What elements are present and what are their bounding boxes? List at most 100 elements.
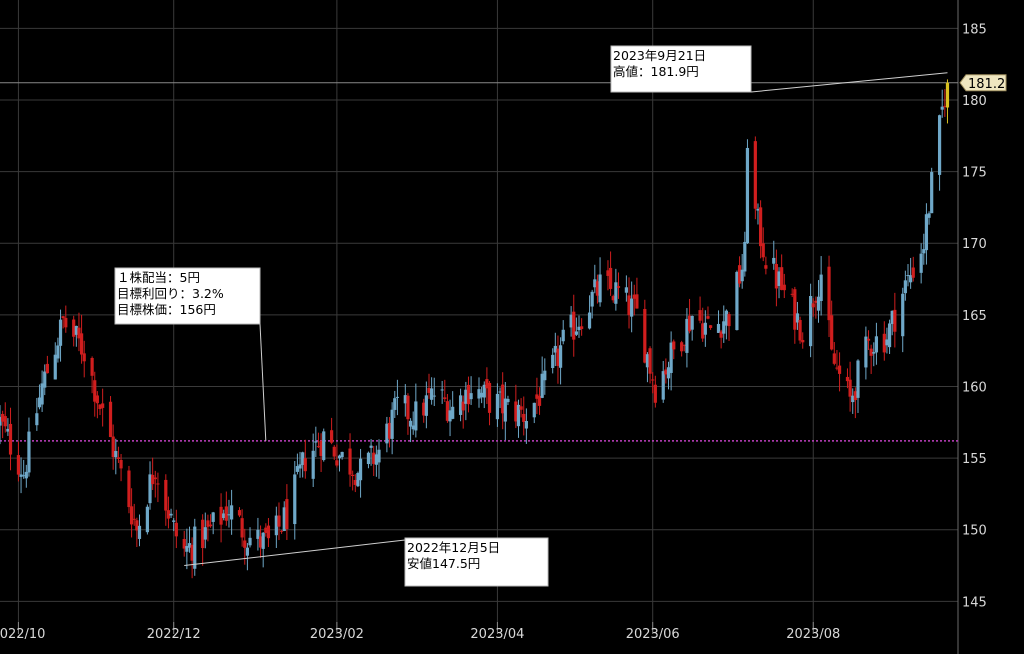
y-tick-label: 160 [962, 380, 987, 395]
annotation-text: 目標利回り：3.2% [117, 286, 224, 301]
candle-body [682, 344, 686, 346]
candle-body [872, 352, 876, 354]
candle-body [632, 294, 636, 299]
candle-body [869, 348, 873, 356]
candle-body [245, 547, 249, 556]
candle-body [40, 383, 44, 405]
candle-body [593, 279, 597, 288]
candle-body [735, 271, 739, 331]
candle-body [119, 459, 123, 469]
candle-body [358, 458, 363, 481]
candle-body [780, 267, 784, 290]
annotation-text: 2023年9月21日 [613, 48, 706, 63]
candle-body [219, 506, 223, 525]
candle-body [666, 367, 671, 379]
candle-body [43, 371, 47, 388]
candle-body [722, 321, 726, 334]
candle-body [827, 266, 831, 321]
candle-body [440, 389, 444, 391]
y-tick-label: 165 [962, 309, 987, 324]
candle-body [264, 527, 268, 533]
candle-body [740, 269, 744, 282]
candle-body [137, 525, 142, 539]
candle-body [153, 477, 157, 480]
x-axis: 2022/10 2022/12 2023/02 2023/04 2023/06 2023/… [0, 627, 840, 642]
candle-body [848, 379, 852, 397]
candle-body [227, 514, 231, 516]
candle-body [890, 310, 894, 325]
candle-body [819, 274, 823, 301]
candle-body [608, 267, 613, 289]
x-tick-label: 2023/02 [310, 627, 364, 642]
candle-body [322, 431, 326, 461]
x-tick-label: 2022/10 [0, 627, 45, 642]
candle-body [503, 398, 507, 422]
candle-body [801, 339, 805, 343]
candle-body [795, 313, 800, 323]
candle-body [356, 473, 360, 487]
candle-body [285, 499, 289, 530]
candle-body [551, 354, 555, 369]
candle-body [185, 546, 189, 552]
candle-body [664, 369, 668, 375]
candle-body [624, 287, 628, 293]
candle-body [553, 345, 557, 353]
candle-body [58, 319, 63, 346]
candle-body [909, 275, 913, 283]
candle-body [164, 479, 168, 511]
candle-body [274, 515, 278, 536]
candle-body [477, 389, 481, 399]
candle-body [72, 319, 76, 337]
annotation-text: 2022年12月5日 [407, 540, 500, 555]
annotation-text: 安値147.5円 [407, 556, 480, 571]
candle-body [293, 474, 297, 525]
candle-body [372, 452, 376, 464]
annotation-box-target [114, 267, 261, 325]
candle-body [314, 441, 318, 443]
candle-body [580, 326, 584, 329]
x-tick-label: 2022/12 [147, 627, 201, 642]
annotation-leader [259, 323, 267, 441]
annotation-leader [184, 539, 406, 567]
candle-body [193, 526, 197, 569]
candle-body [172, 520, 176, 522]
candle-body [61, 316, 65, 319]
candle-body [540, 373, 544, 398]
candle-body [387, 422, 392, 439]
candle-body [127, 470, 131, 508]
candle-body [764, 265, 768, 269]
candle-body [519, 406, 523, 410]
x-tick-label: 2023/08 [786, 627, 840, 642]
candle-body [469, 393, 473, 400]
candle-body [224, 506, 228, 521]
candle-body [885, 339, 889, 346]
candle-body [756, 208, 760, 211]
candle-body [495, 393, 500, 420]
candle-body [298, 464, 302, 469]
y-tick-label: 145 [962, 595, 987, 610]
annotation-text: 高値：181.9円 [613, 64, 699, 79]
candle-body [114, 450, 118, 458]
candle-body [301, 452, 305, 465]
candle-body [516, 404, 521, 427]
candle-body [487, 382, 492, 413]
candle-body [332, 446, 336, 457]
candle-body [945, 82, 950, 108]
candle-body [408, 420, 413, 427]
candle-body [385, 423, 389, 444]
candle-body [901, 293, 905, 337]
candle-body [445, 401, 450, 421]
candle-body [577, 326, 581, 331]
candle-body [211, 512, 215, 522]
candle-body [816, 296, 821, 311]
candle-body [866, 338, 871, 341]
candle-body [190, 544, 194, 561]
x-tick-label: 2023/04 [470, 627, 524, 642]
candle-body [16, 455, 21, 475]
candle-body [237, 510, 242, 516]
candle-body [598, 274, 602, 303]
candle-body [924, 214, 929, 251]
candle-body [353, 479, 357, 485]
candle-body [230, 505, 234, 520]
candle-body [927, 213, 931, 218]
